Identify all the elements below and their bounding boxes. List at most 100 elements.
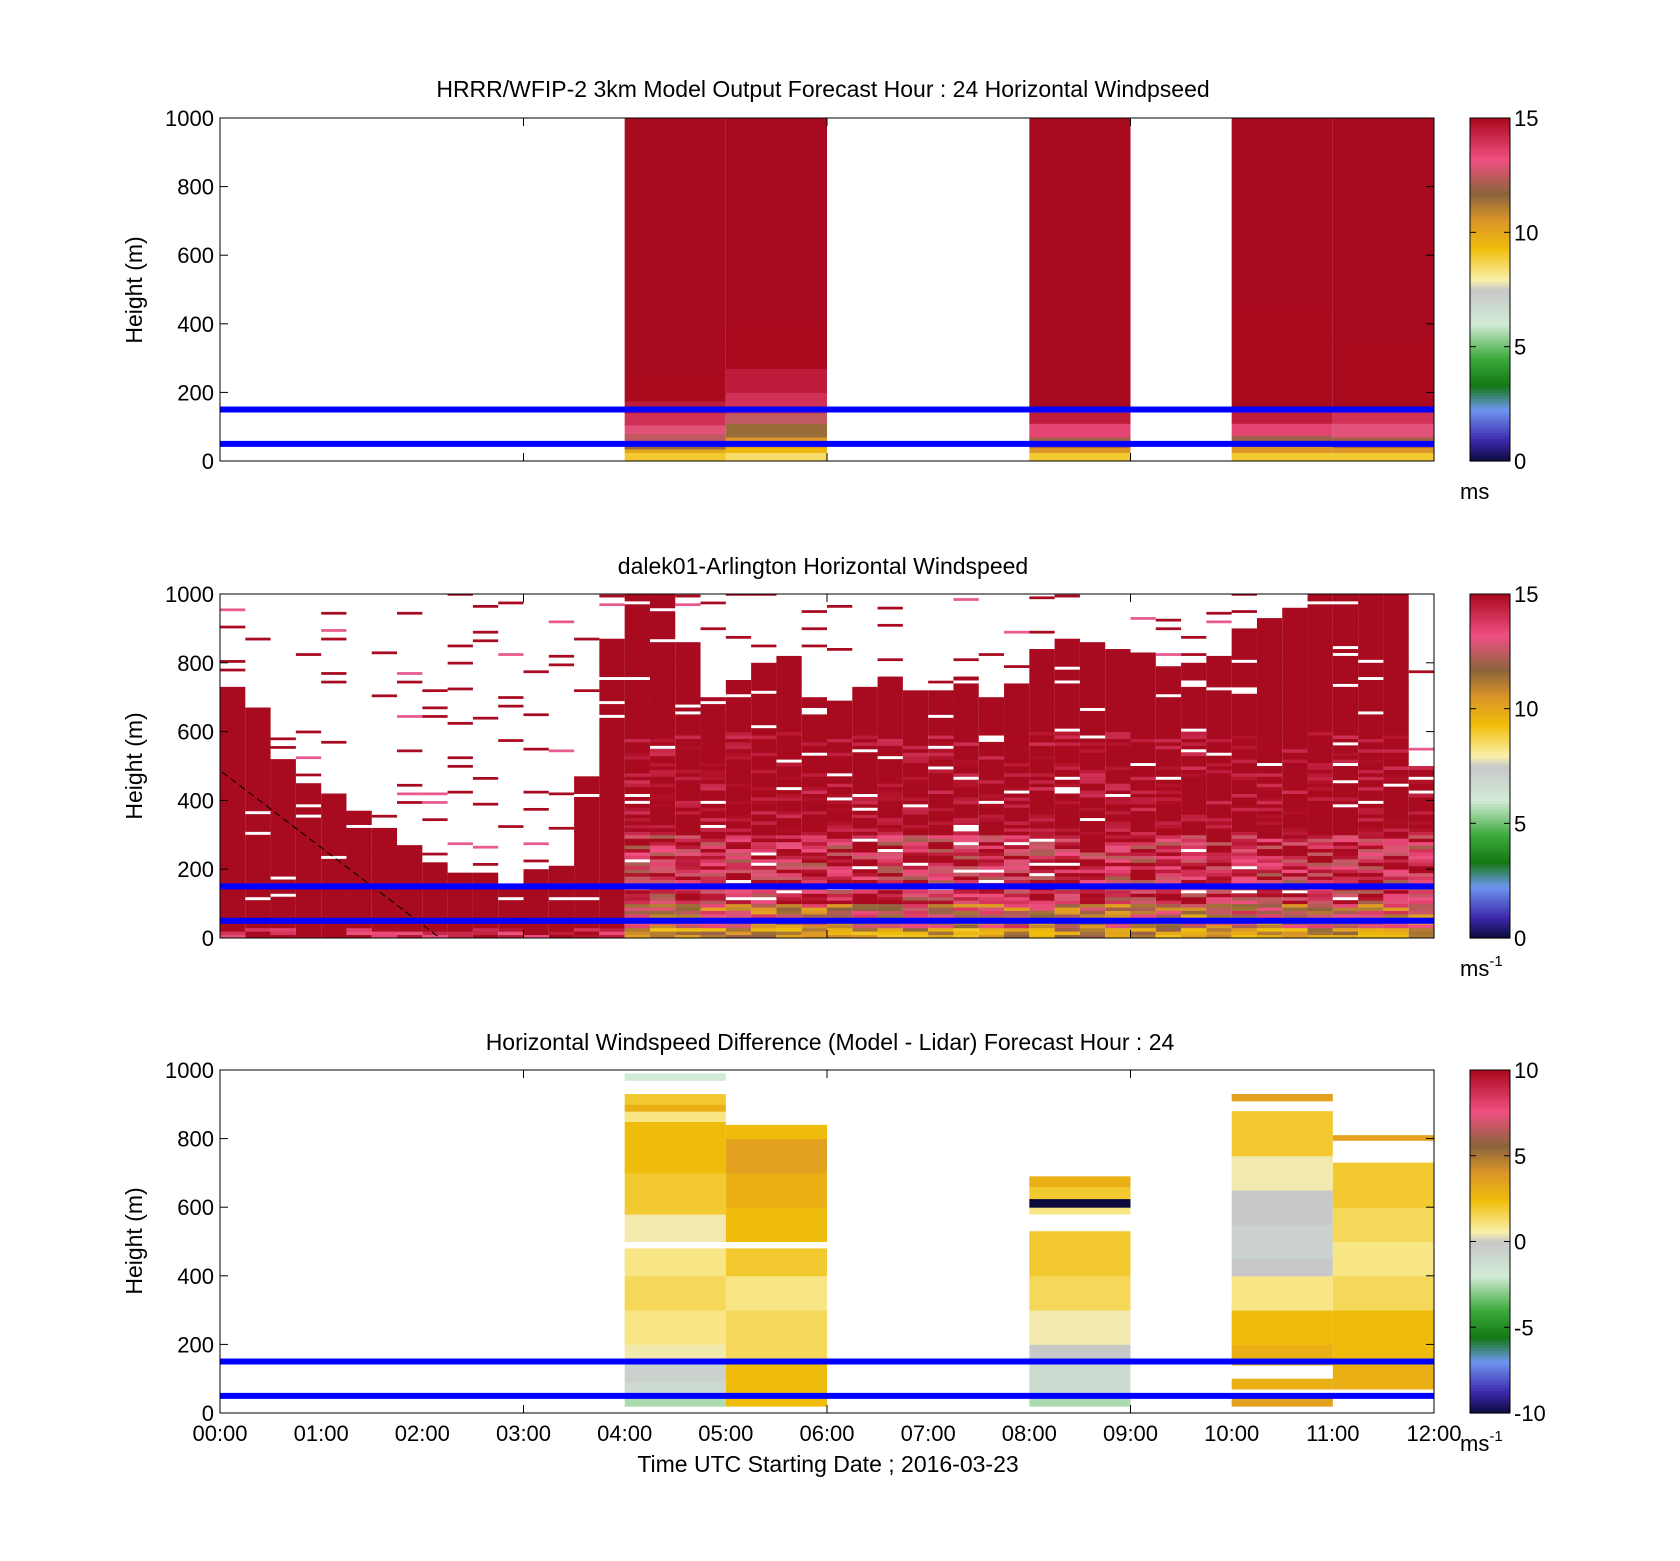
heatmap-cell <box>852 707 878 712</box>
heatmap-cell <box>877 772 903 777</box>
heatmap-cell <box>725 841 752 846</box>
heatmap-cell <box>978 759 1005 764</box>
heatmap-cell <box>1358 907 1384 911</box>
heatmap-cell <box>1307 783 1333 788</box>
colorbar-segment <box>1470 1358 1510 1363</box>
heatmap-cell <box>953 752 979 757</box>
heatmap-cell <box>852 889 878 894</box>
heatmap-cell <box>624 807 650 812</box>
heatmap-cell <box>1004 827 1030 832</box>
colorbar-segment <box>1470 146 1510 151</box>
heatmap-cell <box>1358 728 1384 733</box>
heatmap-cell <box>498 907 524 911</box>
heatmap-cell <box>776 896 802 901</box>
heatmap-cell <box>220 748 246 753</box>
heatmap-cell <box>220 700 246 705</box>
heatmap-cell <box>649 903 676 908</box>
colorbar-segment <box>1470 200 1510 205</box>
heatmap-cell <box>928 755 954 760</box>
heatmap-cell <box>1130 759 1156 764</box>
heatmap-cell <box>827 700 853 705</box>
heatmap-cell <box>1307 907 1333 911</box>
colorbar-segment <box>1470 1290 1510 1294</box>
heatmap-cell <box>270 779 296 784</box>
heatmap-cell <box>852 821 878 825</box>
heatmap-cell <box>1054 927 1080 932</box>
heatmap-cell <box>1282 669 1308 674</box>
heatmap-cell <box>1256 924 1283 929</box>
colorbar-segment <box>1470 1190 1510 1194</box>
colorbar-segment <box>1470 1110 1510 1114</box>
heatmap-cell <box>1231 1224 1333 1260</box>
heatmap-cell <box>624 783 650 788</box>
heatmap-cell <box>397 680 423 684</box>
heatmap-cell <box>1155 745 1182 750</box>
heatmap-cell <box>1029 772 1055 777</box>
heatmap-cell <box>801 772 827 777</box>
heatmap-cell <box>928 762 954 767</box>
heatmap-cell <box>1231 776 1257 781</box>
heatmap-cell <box>649 631 676 636</box>
heatmap-cell <box>1079 872 1106 877</box>
heatmap-cell <box>1383 817 1409 822</box>
heatmap-cell <box>928 710 954 715</box>
heatmap-cell <box>1408 893 1434 898</box>
heatmap-cell <box>1358 741 1384 746</box>
heatmap-cell <box>624 821 650 825</box>
heatmap-cell <box>1054 848 1080 853</box>
heatmap-cell <box>1332 594 1359 598</box>
heatmap-cell <box>902 907 929 911</box>
heatmap-cell <box>877 724 903 729</box>
colorbar-segment <box>1470 728 1510 733</box>
heatmap-cell <box>1358 673 1384 678</box>
heatmap-cell <box>1307 635 1333 640</box>
colorbar-segment <box>1470 369 1510 373</box>
heatmap-cell <box>1332 752 1359 757</box>
heatmap-cell <box>1079 845 1106 850</box>
heatmap-cell <box>877 872 903 877</box>
heatmap-cell <box>725 717 752 722</box>
heatmap-cell <box>624 728 650 733</box>
heatmap-cell <box>1332 642 1359 647</box>
heatmap-cell <box>776 680 802 684</box>
colorbar-segment <box>1470 1287 1510 1291</box>
heatmap-cell <box>776 700 802 705</box>
heatmap-cell <box>1155 893 1182 898</box>
heatmap-cell <box>827 872 853 877</box>
heatmap-cell <box>245 889 271 894</box>
heatmap-cell <box>624 748 650 753</box>
heatmap-cell <box>1383 852 1409 856</box>
heatmap-cell <box>902 783 929 788</box>
heatmap-cell <box>928 931 954 936</box>
heatmap-cell <box>953 810 979 815</box>
heatmap-cell <box>675 655 701 660</box>
heatmap-cell <box>599 831 625 836</box>
heatmap-cell <box>1282 655 1308 660</box>
heatmap-cell <box>725 876 752 881</box>
heatmap-cell <box>1206 821 1232 825</box>
heatmap-cell <box>1206 852 1232 856</box>
heatmap-cell <box>1029 845 1055 850</box>
heatmap-cell <box>472 639 499 643</box>
heatmap-cell <box>928 759 954 764</box>
heatmap-cell <box>751 717 777 722</box>
heatmap-cell <box>1079 931 1106 936</box>
heatmap-cell <box>1181 731 1207 736</box>
heatmap-cell <box>599 800 625 805</box>
heatmap-cell <box>1332 607 1359 612</box>
heatmap-cell <box>649 621 676 626</box>
heatmap-cell <box>675 738 701 743</box>
heatmap-cell <box>928 707 954 712</box>
heatmap-cell <box>928 831 954 836</box>
heatmap-cell <box>725 721 752 726</box>
heatmap-cell <box>675 827 701 832</box>
heatmap-cell <box>1383 676 1409 681</box>
heatmap-cell <box>776 690 802 695</box>
heatmap-cell <box>422 879 448 884</box>
heatmap-cell <box>1307 642 1333 647</box>
colorbar-segment <box>1470 771 1510 776</box>
colorbar-segment <box>1470 697 1510 701</box>
heatmap-cell <box>801 831 827 836</box>
heatmap-cell <box>928 814 954 819</box>
heatmap-cell <box>877 693 903 698</box>
